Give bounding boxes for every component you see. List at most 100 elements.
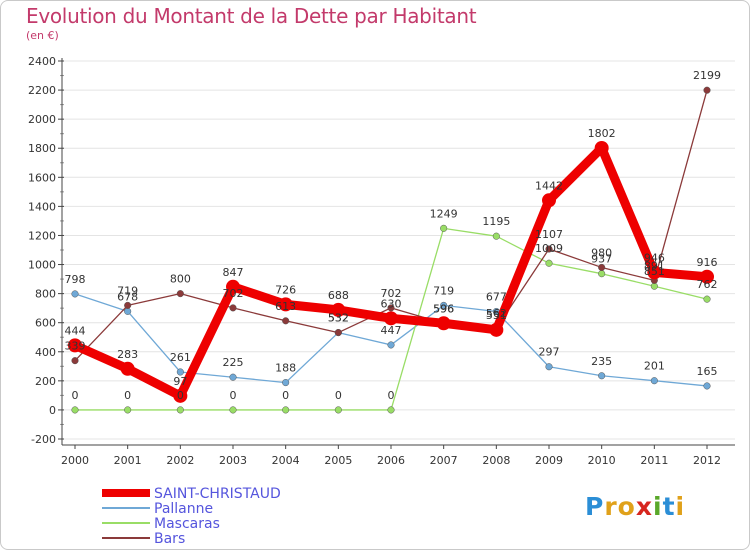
data-label-saint-christaud: 596	[433, 302, 454, 315]
data-label-mascaras: 937	[591, 253, 612, 266]
y-tick-label: 0	[49, 404, 56, 417]
y-tick-label: 2200	[28, 84, 56, 97]
data-point-saint-christaud	[331, 302, 346, 317]
data-point-saint-christaud	[489, 322, 504, 337]
data-point-mascaras	[176, 406, 184, 414]
data-point-mascaras	[387, 406, 395, 414]
data-label-saint-christaud: 283	[117, 348, 138, 361]
legend-label-bars: Bars	[154, 531, 185, 547]
data-point-bars	[387, 304, 395, 312]
data-label-pallanne: 165	[697, 365, 718, 378]
x-tick-label: 2003	[219, 454, 247, 467]
data-label-bars: 980	[591, 246, 612, 259]
data-label-mascaras: 762	[697, 278, 718, 291]
data-label-bars: 800	[170, 273, 191, 286]
x-tick-label: 2001	[114, 454, 142, 467]
logo-letter: i	[675, 492, 686, 521]
data-point-saint-christaud	[226, 279, 240, 294]
data-label-bars: 532	[328, 312, 349, 325]
x-tick-label: 2006	[377, 454, 405, 467]
data-point-bars	[282, 317, 290, 325]
data-point-pallanne	[545, 363, 553, 371]
y-tick-label: 1600	[28, 171, 56, 184]
data-label-bars: 1107	[535, 228, 563, 241]
data-point-bars	[598, 263, 606, 271]
data-point-mascaras	[334, 406, 342, 414]
legend-label-mascaras: Mascaras	[154, 516, 220, 532]
data-label-saint-christaud: 847	[223, 266, 244, 279]
y-tick-label: 1000	[28, 259, 56, 272]
x-tick-label: 2012	[693, 454, 721, 467]
data-point-saint-christaud	[700, 269, 714, 284]
data-point-saint-christaud	[647, 265, 662, 280]
legend-label-saint-christaud: SAINT-CHRISTAUD	[154, 486, 281, 502]
data-label-bars: 2199	[693, 69, 721, 82]
data-label-mascaras: 0	[388, 389, 395, 402]
data-point-bars	[229, 304, 237, 312]
data-point-bars	[545, 245, 553, 253]
data-point-mascaras	[703, 295, 711, 303]
data-label-mascaras: 0	[72, 389, 79, 402]
x-tick-label: 2011	[640, 454, 668, 467]
y-tick-label: 600	[35, 317, 56, 330]
data-point-saint-christaud	[68, 338, 82, 353]
data-point-saint-christaud	[542, 193, 556, 208]
y-tick-label: 1400	[28, 200, 56, 213]
data-label-saint-christaud: 1802	[588, 127, 616, 140]
data-point-saint-christaud	[120, 361, 135, 376]
data-point-pallanne	[229, 373, 237, 381]
logo-letter: t	[662, 492, 676, 521]
data-label-mascaras: 0	[177, 389, 184, 402]
y-tick-label: 800	[35, 288, 56, 301]
data-label-pallanne: 297	[539, 346, 560, 359]
x-tick-label: 2000	[61, 454, 89, 467]
data-point-mascaras	[124, 406, 132, 414]
data-point-pallanne	[703, 382, 711, 390]
data-label-bars: 596	[433, 302, 454, 315]
x-tick-label: 2005	[324, 454, 352, 467]
data-point-saint-christaud	[173, 388, 188, 403]
data-point-mascaras	[71, 406, 79, 414]
logo-letter: P	[585, 492, 605, 521]
data-label-pallanne: 447	[381, 324, 402, 337]
logo-letter: o	[617, 492, 636, 521]
data-label-mascaras: 0	[230, 389, 237, 402]
data-point-pallanne	[124, 307, 132, 315]
x-tick-label: 2004	[272, 454, 300, 467]
data-point-pallanne	[176, 368, 184, 376]
data-label-saint-christaud: 688	[328, 289, 349, 302]
data-point-pallanne	[282, 379, 290, 387]
data-label-bars: 702	[223, 287, 244, 300]
legend-label-pallanne: Pallanne	[154, 501, 213, 517]
logo-letter: i	[653, 492, 663, 521]
data-label-bars: 339	[65, 340, 86, 353]
data-label-saint-christaud: 916	[697, 256, 718, 269]
data-point-bars	[71, 357, 79, 365]
data-label-saint-christaud: 1442	[535, 179, 563, 192]
data-label-bars: 891	[644, 259, 665, 272]
data-point-saint-christaud	[594, 140, 609, 155]
data-point-pallanne	[440, 301, 448, 309]
data-point-mascaras	[492, 232, 500, 240]
data-point-bars	[176, 290, 184, 298]
data-label-mascaras: 1249	[430, 207, 458, 220]
data-point-mascaras	[440, 224, 448, 232]
data-point-pallanne	[598, 372, 606, 380]
data-point-pallanne	[71, 290, 79, 298]
data-label-saint-christaud: 444	[65, 324, 86, 337]
data-point-bars	[334, 329, 342, 337]
x-tick-label: 2007	[430, 454, 458, 467]
y-tick-label: 400	[35, 346, 56, 359]
data-label-bars: 613	[275, 300, 296, 313]
data-label-pallanne: 225	[223, 356, 244, 369]
data-point-mascaras	[598, 270, 606, 278]
data-point-bars	[703, 86, 711, 94]
data-label-saint-christaud: 726	[275, 283, 296, 296]
logo-letter: x	[635, 492, 653, 521]
data-label-bars: 719	[117, 284, 138, 297]
x-tick-label: 2008	[482, 454, 510, 467]
data-label-bars: 702	[381, 287, 402, 300]
logo-letter: r	[604, 492, 618, 521]
data-label-bars: 562	[486, 307, 507, 320]
